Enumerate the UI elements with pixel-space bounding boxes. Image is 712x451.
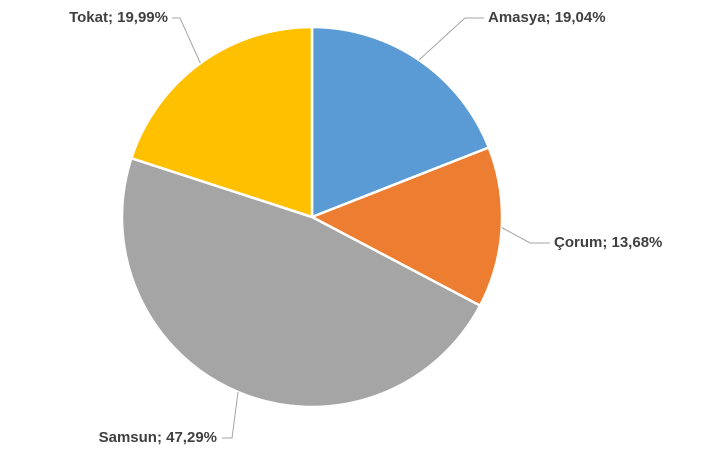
- data-label: Samsun; 47,29%: [99, 429, 217, 446]
- data-label: Çorum; 13,68%: [554, 234, 662, 251]
- leader-line: [172, 17, 201, 64]
- leader-line: [222, 391, 239, 439]
- data-label: Amasya; 19,04%: [488, 9, 606, 26]
- leader-line: [501, 227, 550, 244]
- data-label: Tokat; 19,99%: [69, 9, 168, 26]
- pie-slice: [309, 145, 504, 308]
- leader-line: [418, 17, 484, 61]
- pie-slice: [129, 25, 314, 219]
